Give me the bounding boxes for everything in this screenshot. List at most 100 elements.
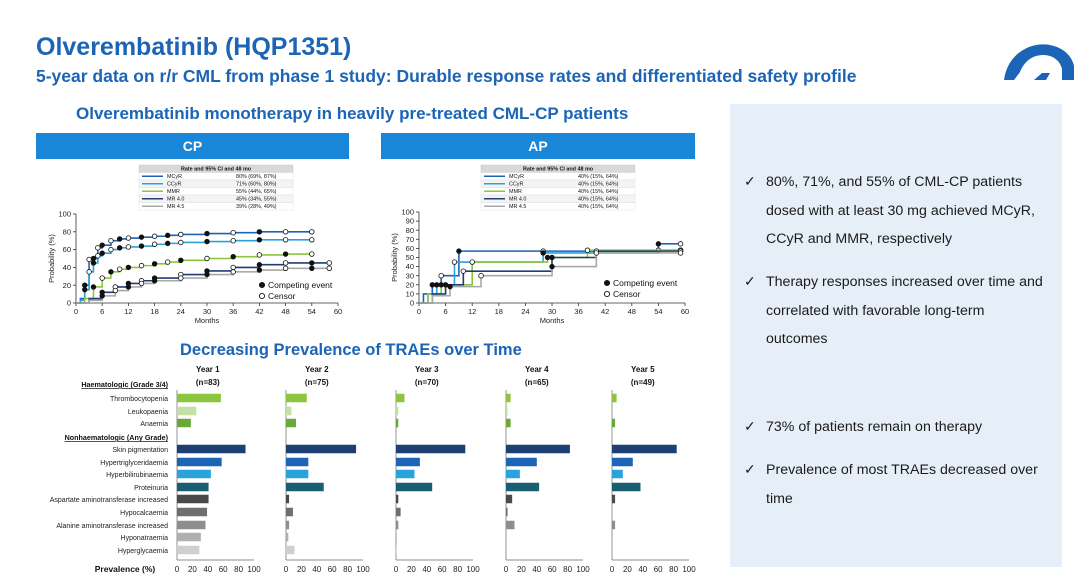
trae-x-tick-label: 60 [438, 565, 447, 574]
rate-table-series-name: MR 4.5 [509, 204, 526, 210]
trae-bar [177, 494, 209, 504]
trae-bar [506, 406, 508, 416]
competing-event-marker [256, 229, 263, 235]
censor-marker [309, 251, 315, 257]
competing-event-marker [90, 260, 97, 266]
cp-line-chart: 0 6 12 18 24 30 36 42 48 54 60 0 20 40 60 80 100 Months Pr… [47, 164, 342, 325]
y-tick-label: 0 [67, 299, 71, 308]
censor-marker [178, 275, 184, 281]
trae-x-tick-label: 20 [297, 565, 306, 574]
rate-table-series-value: 39% (28%, 49%) [236, 204, 277, 210]
competing-event-marker [309, 260, 315, 266]
series-line-mr-4-5 [419, 252, 681, 304]
trae-year-n-label: (n=83) [196, 378, 220, 387]
ap-panel-header: AP [381, 133, 695, 159]
censor-marker [116, 266, 123, 272]
finding-bullet: ✓ 80%, 71%, and 55% of CML-CP patients d… [744, 168, 1044, 254]
competing-event-marker [204, 238, 210, 245]
trae-bar [286, 444, 357, 454]
trae-year-n-label: (n=49) [631, 378, 655, 387]
trae-x-tick-label: 40 [312, 565, 321, 574]
censor-marker [230, 269, 236, 275]
competing-event-marker [125, 264, 132, 271]
competing-event-marker [230, 254, 236, 260]
trae-x-tick-label: 20 [188, 565, 197, 574]
competing-event-marker [138, 234, 145, 240]
x-tick-label: 36 [574, 307, 582, 316]
marker-legend-label: Censor [268, 291, 296, 301]
censor-marker [108, 237, 114, 244]
rate-table-series-value: 40% (15%, 64%) [578, 189, 619, 195]
trae-x-tick-label: 100 [576, 565, 590, 574]
trae-year-label: Year 4 [525, 365, 549, 374]
trae-category-label: Leukopaenia [128, 409, 168, 416]
trae-bar [506, 393, 511, 403]
rate-table-series-name: CCyR [167, 182, 181, 188]
censor-marker [178, 239, 184, 246]
censor-marker [677, 241, 684, 247]
trae-x-tick-label: 0 [284, 565, 289, 574]
competing-event-legend-icon [603, 279, 611, 287]
x-tick-label: 42 [601, 307, 609, 316]
trae-x-tick-label: 100 [247, 565, 261, 574]
censor-marker [95, 245, 101, 251]
trae-year-label: Year 1 [196, 365, 220, 374]
trae-bar [396, 469, 415, 479]
finding-bullet: ✓ Therapy responses increased over time … [744, 268, 1044, 354]
finding-text: 73% of patients remain on therapy [766, 419, 983, 435]
series-line-mmr [76, 253, 312, 304]
competing-event-marker [90, 255, 97, 262]
x-tick-label: 42 [255, 307, 263, 316]
competing-event-marker [438, 282, 444, 288]
trae-x-tick-label: 80 [234, 565, 243, 574]
x-tick-label: 54 [654, 307, 662, 316]
censor-marker [138, 280, 145, 287]
competing-event-marker [429, 282, 435, 288]
censor-marker [95, 253, 101, 259]
y-tick-label: 20 [63, 281, 71, 290]
trae-category-label: Aspartate aminotransferase increased [50, 497, 168, 504]
x-tick-label: 12 [468, 307, 476, 316]
trae-x-tick-label: 60 [548, 565, 557, 574]
trae-bar [612, 494, 616, 504]
trae-bar [396, 545, 397, 555]
trae-category-label: Hyponatraemia [121, 535, 169, 542]
y-axis-title: Probability (%) [47, 234, 56, 283]
cp-panel-header: CP [36, 133, 349, 159]
trae-category-label: Proteinuria [134, 485, 168, 492]
key-findings-panel: ✓ 80%, 71%, and 55% of CML-CP patients d… [730, 104, 1062, 567]
censor-marker [99, 275, 105, 281]
finding-text: 80%, 71%, and 55% of CML-CP patients dos… [766, 174, 1035, 247]
censor-marker [451, 259, 458, 265]
competing-event-marker [164, 232, 171, 239]
trae-x-tick-label: 60 [654, 565, 663, 574]
trae-bar [612, 520, 616, 530]
competing-event-marker [99, 250, 105, 256]
trae-group-heading: Nonhaematologic (Any Grade) [65, 433, 169, 442]
trae-bar [286, 469, 309, 479]
trae-bar [612, 444, 677, 454]
censor-marker [230, 264, 236, 271]
rate-table-series-value: 40% (15%, 64%) [578, 182, 619, 188]
censor-marker [282, 237, 289, 243]
x-tick-label: 30 [203, 307, 211, 316]
trae-category-label: Alanine aminotransferase increased [56, 523, 168, 530]
competing-event-marker [256, 237, 263, 243]
censor-marker [326, 265, 332, 271]
rate-table-series-value: 45% (34%, 55%) [236, 197, 277, 203]
trae-bar [396, 482, 433, 492]
competing-event-marker [204, 230, 210, 237]
finding-bullet: ✓ Prevalence of most TRAEs decreased ove… [744, 456, 1044, 513]
censor-marker [138, 262, 145, 269]
trae-bar [286, 545, 295, 555]
rate-table-series-name: MR 4.5 [167, 204, 184, 210]
trae-bar [396, 494, 399, 504]
censor-marker [108, 246, 114, 253]
rate-table-series-name: MCyR [509, 174, 524, 180]
trae-bar [396, 406, 399, 416]
censor-legend-icon [258, 292, 266, 300]
trae-bar [286, 406, 292, 416]
censor-marker [230, 229, 236, 236]
trae-bar [177, 406, 197, 416]
trae-bar [612, 457, 633, 467]
